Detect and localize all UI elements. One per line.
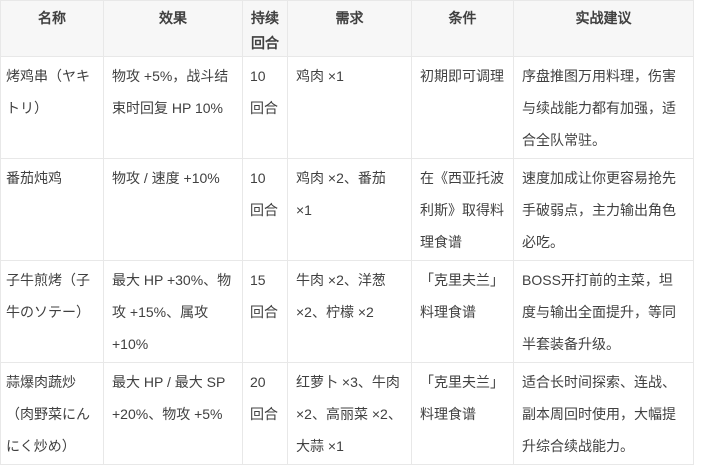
header-condition: 条件 <box>411 0 514 57</box>
cell-advice: 序盘推图万用料理，伤害与续战能力都有加强，适合全队常驻。 <box>513 56 694 159</box>
cell-effect: 物攻 +5%，战斗结束时回复 HP 10% <box>103 56 243 159</box>
cell-duration: 15 回合 <box>242 260 288 363</box>
header-row: 名称 效果 持续回合 需求 条件 实战建议 <box>0 0 694 57</box>
cell-ingredients: 红萝卜 ×3、牛肉 ×2、高丽菜 ×2、大蒜 ×1 <box>287 362 412 465</box>
header-duration: 持续回合 <box>242 0 288 57</box>
cell-advice: 适合长时间探索、连战、副本周回时使用，大幅提升综合续战能力。 <box>513 362 694 465</box>
cell-condition: 「克里夫兰」料理食谱 <box>411 362 514 465</box>
cell-duration: 20 回合 <box>242 362 288 465</box>
recipe-table-header: 名称 效果 持续回合 需求 条件 实战建议 <box>0 0 694 57</box>
table-row: 蒜爆肉蔬炒（肉野菜にんにく炒め） 最大 HP / 最大 SP +20%、物攻 +… <box>0 362 694 465</box>
cell-name: 烤鸡串（ヤキトリ） <box>0 56 104 159</box>
cell-name: 蒜爆肉蔬炒（肉野菜にんにく炒め） <box>0 362 104 465</box>
header-name: 名称 <box>0 0 104 57</box>
header-ingredients: 需求 <box>287 0 412 57</box>
cell-ingredients: 牛肉 ×2、洋葱 ×2、柠檬 ×2 <box>287 260 412 363</box>
cell-effect: 最大 HP / 最大 SP +20%、物攻 +5% <box>103 362 243 465</box>
header-effect: 效果 <box>103 0 243 57</box>
cell-duration: 10 回合 <box>242 158 288 261</box>
cell-ingredients: 鸡肉 ×2、番茄 ×1 <box>287 158 412 261</box>
header-advice: 实战建议 <box>513 0 694 57</box>
cell-advice: 速度加成让你更容易抢先手破弱点，主力输出角色必吃。 <box>513 158 694 261</box>
table-row: 番茄炖鸡 物攻 / 速度 +10% 10 回合 鸡肉 ×2、番茄 ×1 在《西亚… <box>0 158 694 261</box>
recipe-table-body: 烤鸡串（ヤキトリ） 物攻 +5%，战斗结束时回复 HP 10% 10 回合 鸡肉… <box>0 56 694 465</box>
cell-duration: 10 回合 <box>242 56 288 159</box>
cell-name: 子牛煎烤（子牛のソテー） <box>0 260 104 363</box>
table-row: 烤鸡串（ヤキトリ） 物攻 +5%，战斗结束时回复 HP 10% 10 回合 鸡肉… <box>0 56 694 159</box>
cell-effect: 最大 HP +30%、物攻 +15%、属攻 +10% <box>103 260 243 363</box>
cell-condition: 在《西亚托波利斯》取得料理食谱 <box>411 158 514 261</box>
cell-effect: 物攻 / 速度 +10% <box>103 158 243 261</box>
cell-ingredients: 鸡肉 ×1 <box>287 56 412 159</box>
table-row: 子牛煎烤（子牛のソテー） 最大 HP +30%、物攻 +15%、属攻 +10% … <box>0 260 694 363</box>
cell-condition: 「克里夫兰」料理食谱 <box>411 260 514 363</box>
cell-advice: BOSS开打前的主菜，坦度与输出全面提升，等同半套装备升级。 <box>513 260 694 363</box>
cell-name: 番茄炖鸡 <box>0 158 104 261</box>
cell-condition: 初期即可调理 <box>411 56 514 159</box>
